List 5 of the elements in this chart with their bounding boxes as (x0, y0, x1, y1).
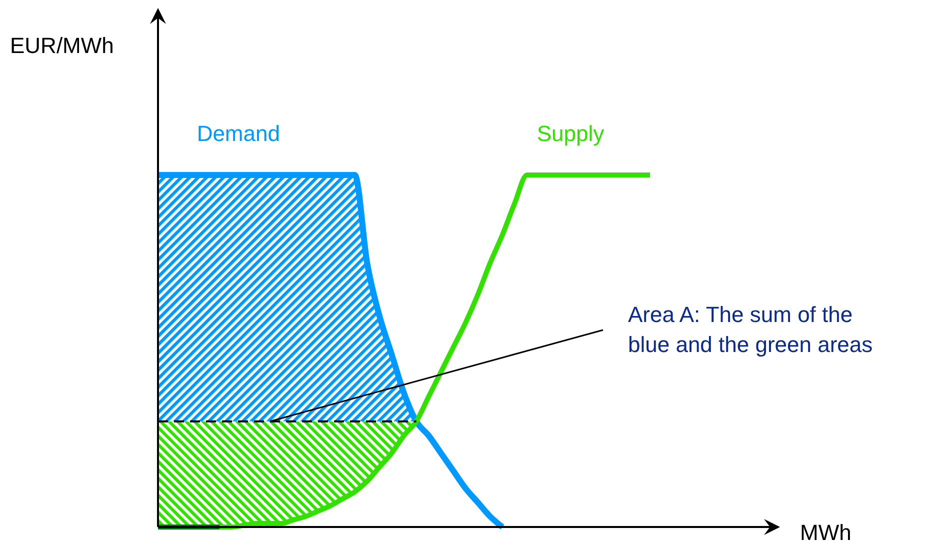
series-label: Supply (536, 121, 604, 146)
text: MWh (800, 520, 852, 543)
series-label: Demand (196, 121, 280, 146)
annotation: Area A: The sum of the blue and the green areas (628, 302, 873, 357)
text: EUR/MWh (10, 33, 114, 58)
